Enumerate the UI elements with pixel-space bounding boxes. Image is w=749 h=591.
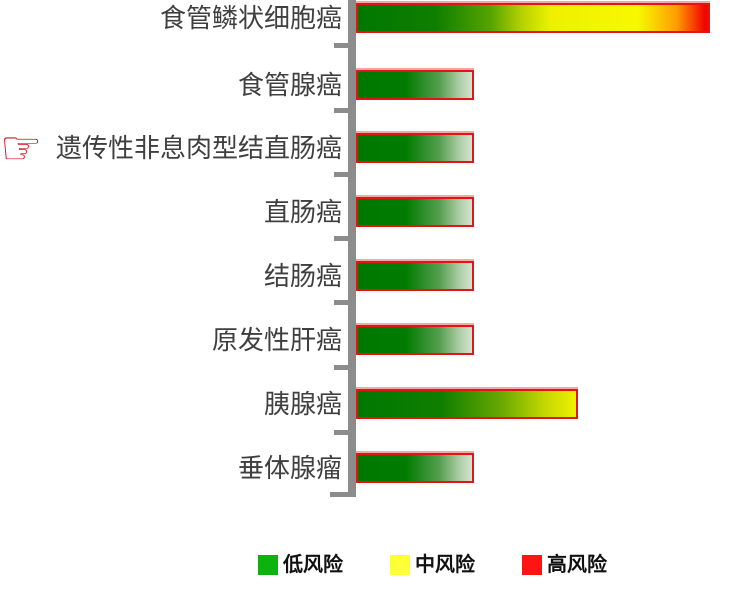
axis-tick [334,236,349,241]
legend-label: 低风险 [283,554,343,576]
category-axis [348,0,356,497]
category-label: 直肠癌 [263,197,342,227]
risk-bar [356,133,474,163]
legend-swatch-red [522,555,542,575]
legend-label: 高风险 [547,554,607,576]
category-label: 结肠癌 [263,261,342,291]
risk-bar [356,70,474,100]
category-label: 原发性肝癌 [211,325,342,355]
risk-bar [356,389,578,419]
axis-tick [334,300,349,305]
category-label: 遗传性非息肉型结直肠癌 [55,133,342,163]
legend-swatch-green [258,555,278,575]
pointer-hand-icon: ☞ [0,121,43,174]
axis-tick [334,430,349,435]
axis-tick [334,43,349,48]
risk-bar [356,261,474,291]
legend-label: 中风险 [415,554,475,576]
category-label: 食管腺癌 [237,70,342,100]
risk-bar [356,325,474,355]
category-label: 垂体腺瘤 [237,453,342,483]
risk-bar [356,197,474,227]
axis-tick [330,492,349,497]
risk-bar [356,453,474,483]
category-label: 食管鳞状细胞癌 [159,3,342,33]
risk-bar [356,3,710,33]
category-label: 胰腺癌 [263,389,342,419]
axis-tick [334,365,349,370]
legend-swatch-yellow [390,555,410,575]
axis-tick [334,108,349,113]
axis-tick [334,172,349,177]
